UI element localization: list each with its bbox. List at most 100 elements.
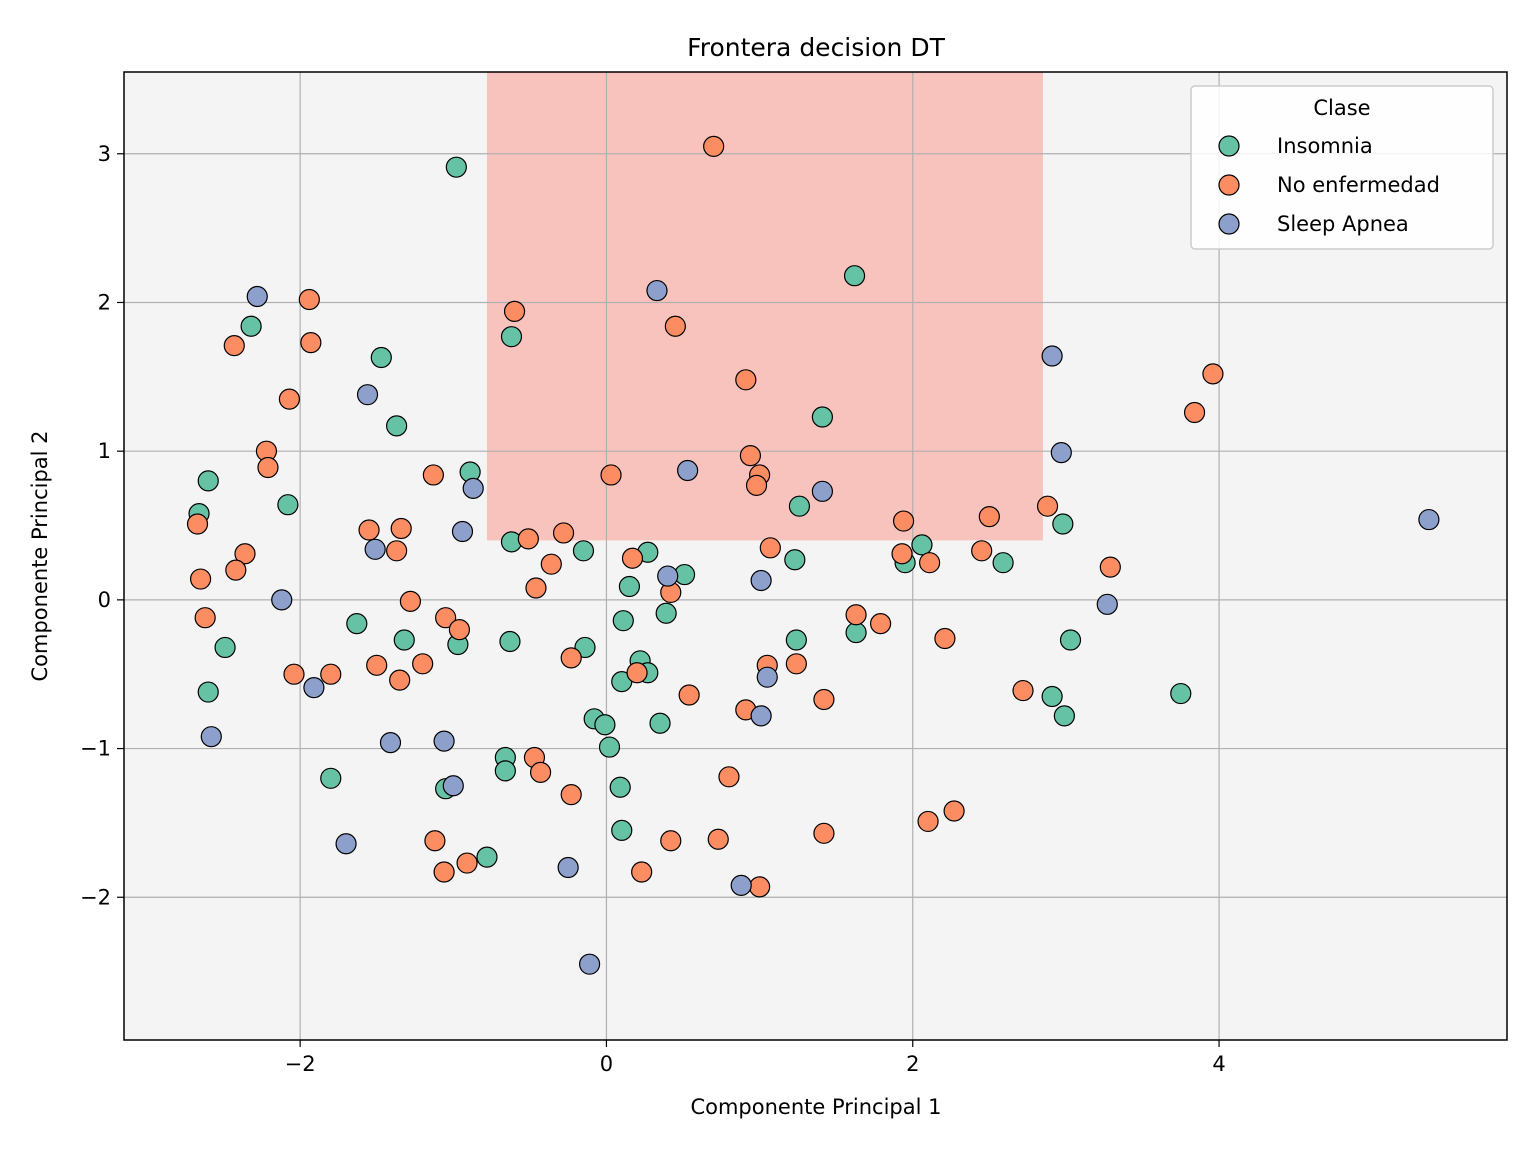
- data-point-no-enfermedad: [978, 505, 1000, 528]
- data-point-sleep-apnea: [303, 676, 325, 699]
- data-point-sleep-apnea: [750, 569, 772, 592]
- x-tick-label: 0: [600, 1052, 613, 1076]
- x-axis-label: Componente Principal 1: [690, 1095, 941, 1119]
- data-point-insomnia: [500, 326, 523, 348]
- legend-items: Insomnia No enfermedad Sleep Apnea: [1218, 134, 1440, 236]
- data-point-no-enfermedad: [529, 761, 552, 783]
- data-point-no-enfermedad: [194, 607, 216, 629]
- y-tick-label: −1: [80, 737, 111, 761]
- legend: Clase Insomnia No enfermedad Sleep Apnea: [1190, 85, 1494, 250]
- data-point-insomnia: [1053, 705, 1075, 727]
- data-point-insomnia: [370, 346, 392, 369]
- data-point-no-enfermedad: [934, 627, 956, 650]
- y-tick-label: 3: [98, 142, 111, 166]
- data-point-no-enfermedad: [552, 522, 575, 544]
- data-point-insomnia: [320, 767, 342, 789]
- data-point-sleep-apnea: [646, 279, 668, 302]
- data-point-no-enfermedad: [678, 684, 700, 706]
- y-tick-label: −2: [80, 885, 111, 909]
- data-point-insomnia: [572, 540, 595, 562]
- data-point-no-enfermedad: [621, 547, 644, 569]
- data-point-insomnia: [992, 552, 1014, 574]
- data-point-no-enfermedad: [525, 577, 547, 599]
- data-point-sleep-apnea: [578, 953, 601, 975]
- data-point-no-enfermedad: [785, 653, 807, 675]
- data-point-no-enfermedad: [366, 654, 388, 676]
- data-point-no-enfermedad: [626, 662, 648, 684]
- data-point-no-enfermedad: [300, 332, 322, 354]
- data-point-insomnia: [911, 534, 933, 556]
- x-tick-label: −2: [285, 1052, 316, 1076]
- data-point-sleep-apnea: [462, 477, 484, 499]
- data-point-insomnia: [1041, 685, 1063, 708]
- data-point-no-enfermedad: [745, 474, 768, 496]
- data-point-insomnia: [277, 494, 299, 516]
- legend-label-no-enfermedad: No enfermedad: [1277, 173, 1440, 197]
- data-point-insomnia: [386, 415, 408, 437]
- data-point-insomnia: [346, 613, 368, 635]
- data-point-sleep-apnea: [379, 732, 402, 754]
- y-axis-ticks: −2 −1 0 1 2 3: [80, 142, 124, 909]
- data-point-insomnia: [197, 470, 219, 492]
- legend-marker-insomnia: [1218, 135, 1240, 157]
- data-point-no-enfermedad: [456, 852, 478, 874]
- y-tick-label: 2: [98, 290, 111, 314]
- data-point-sleep-apnea: [557, 856, 579, 879]
- legend-marker-sleep-apnea: [1218, 213, 1240, 235]
- decision-region-no-enfermedad: [486, 72, 1043, 541]
- data-point-no-enfermedad: [435, 607, 457, 629]
- data-point-insomnia: [499, 630, 521, 653]
- data-point-no-enfermedad: [707, 828, 729, 850]
- data-point-no-enfermedad: [503, 300, 526, 322]
- data-point-insomnia: [1059, 629, 1082, 651]
- y-tick-label: 0: [98, 588, 111, 612]
- data-point-no-enfermedad: [919, 552, 941, 574]
- data-point-insomnia: [393, 629, 415, 651]
- data-point-no-enfermedad: [869, 613, 892, 635]
- data-point-sleep-apnea: [657, 565, 679, 587]
- data-point-no-enfermedad: [389, 669, 411, 691]
- data-point-no-enfermedad: [399, 590, 422, 612]
- data-point-no-enfermedad: [971, 540, 993, 562]
- data-point-no-enfermedad: [1099, 556, 1121, 578]
- data-point-insomnia: [788, 495, 811, 517]
- data-point-no-enfermedad: [739, 445, 762, 467]
- data-point-sleep-apnea: [730, 874, 752, 896]
- data-point-no-enfermedad: [560, 784, 582, 806]
- data-point-no-enfermedad: [664, 315, 686, 337]
- data-point-sleep-apnea: [200, 726, 222, 748]
- data-point-sleep-apnea: [442, 775, 464, 797]
- data-point-no-enfermedad: [386, 540, 408, 562]
- y-tick-label: 1: [98, 439, 111, 463]
- data-point-insomnia: [811, 406, 833, 428]
- data-point-no-enfermedad: [412, 653, 434, 675]
- data-point-insomnia: [494, 760, 516, 782]
- data-point-no-enfermedad: [223, 334, 245, 357]
- data-point-no-enfermedad: [917, 810, 939, 833]
- data-point-no-enfermedad: [845, 604, 867, 626]
- data-point-no-enfermedad: [813, 688, 835, 711]
- data-point-insomnia: [611, 819, 633, 841]
- data-point-no-enfermedad: [390, 517, 412, 540]
- data-point-sleep-apnea: [364, 538, 386, 560]
- chart-title: Frontera decision DT: [687, 33, 945, 62]
- data-point-no-enfermedad: [560, 647, 582, 669]
- grid-lines: [124, 72, 1507, 1040]
- data-point-sleep-apnea: [1041, 345, 1063, 367]
- data-point-sleep-apnea: [1050, 442, 1072, 464]
- data-point-insomnia: [1170, 682, 1192, 705]
- data-point-no-enfermedad: [422, 464, 444, 486]
- y-axis-label: Componente Principal 2: [28, 430, 52, 681]
- data-point-insomnia: [476, 846, 498, 868]
- data-point-no-enfermedad: [703, 135, 725, 157]
- data-point-no-enfermedad: [735, 369, 757, 391]
- data-point-insomnia: [197, 681, 219, 703]
- data-point-insomnia: [843, 265, 866, 287]
- data-point-no-enfermedad: [1036, 495, 1059, 517]
- data-point-insomnia: [445, 156, 467, 178]
- data-points: [186, 135, 1440, 975]
- data-point-sleep-apnea: [433, 730, 455, 752]
- data-point-no-enfermedad: [225, 559, 247, 581]
- data-point-no-enfermedad: [234, 543, 256, 565]
